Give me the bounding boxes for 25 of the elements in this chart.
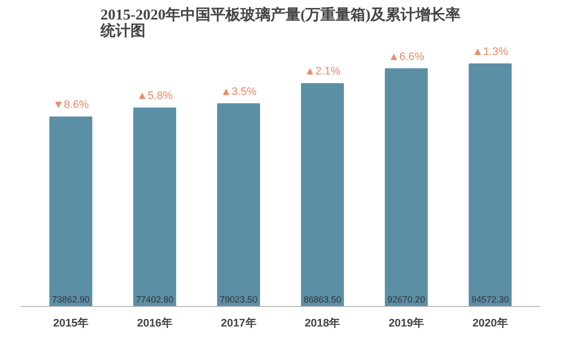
x-tick-label: 2017年 [220, 316, 256, 330]
chart-title: 2015-2020年中国平板玻璃产量(万重量箱)及累计增长率统计图 [100, 6, 461, 40]
x-tick-label: 2016年 [136, 316, 172, 330]
bar [300, 83, 344, 306]
bar [468, 63, 512, 306]
data-label: 73862.90 [52, 294, 90, 304]
x-tick-label: 2018年 [304, 316, 340, 330]
bar [384, 68, 428, 306]
x-tick-label: 2019年 [388, 316, 424, 330]
data-label: 92670.20 [388, 294, 426, 304]
bar [217, 103, 260, 306]
x-tick-label: 2020年 [472, 316, 508, 330]
data-label: 77402.80 [136, 294, 174, 304]
annotation: ▲6.6% [388, 50, 425, 63]
data-label: 94572.30 [471, 294, 509, 304]
bar [133, 107, 176, 306]
annotation: ▲3.5% [220, 86, 257, 98]
data-label: 79023.50 [220, 294, 258, 304]
bar [49, 116, 92, 306]
annotation: ▼8.6% [52, 99, 90, 112]
annotation: ▲5.8% [136, 90, 173, 102]
data-label: 86863.50 [304, 294, 342, 304]
x-tick-label: 2015年 [53, 316, 89, 330]
annotation: ▲1.3% [472, 46, 508, 58]
annotation: ▲2.1% [304, 66, 341, 78]
